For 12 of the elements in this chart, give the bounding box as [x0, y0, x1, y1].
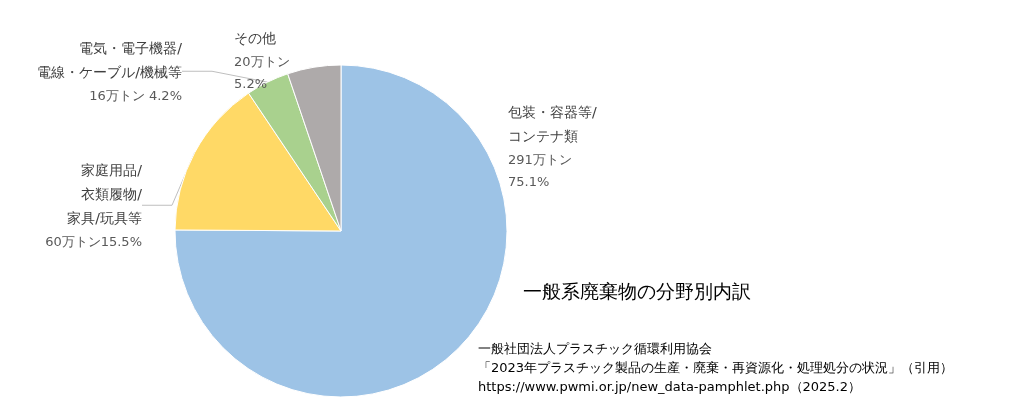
data-label: 60万トン15.5%	[45, 233, 142, 249]
text: 一般系廃棄物の分野別内訳	[523, 279, 751, 302]
slice-label: 家庭用品/ 衣類履物/ 家具/玩具等	[67, 162, 143, 226]
text: 「2023年プラスチック製品の生産・廃棄・再資源化・処理処分の状況」（引用）	[478, 360, 954, 375]
text: 一般社団法人プラスチック循環利用協会	[478, 341, 712, 356]
data-label: 291万トン 75.1%	[508, 151, 572, 189]
data-label: 20万トン 5.2%	[234, 53, 290, 91]
text: https://www.pwmi.or.jp/new_data-pamphlet.php（2025.2）	[478, 379, 861, 394]
slice-label: 電気・電子機器/ 電線・ケーブル/機械等	[37, 40, 183, 80]
slice-label: その他	[234, 30, 276, 46]
slice-label: 包装・容器等/ コンテナ類	[508, 104, 597, 144]
data-label: 16万トン 4.2%	[89, 87, 182, 103]
